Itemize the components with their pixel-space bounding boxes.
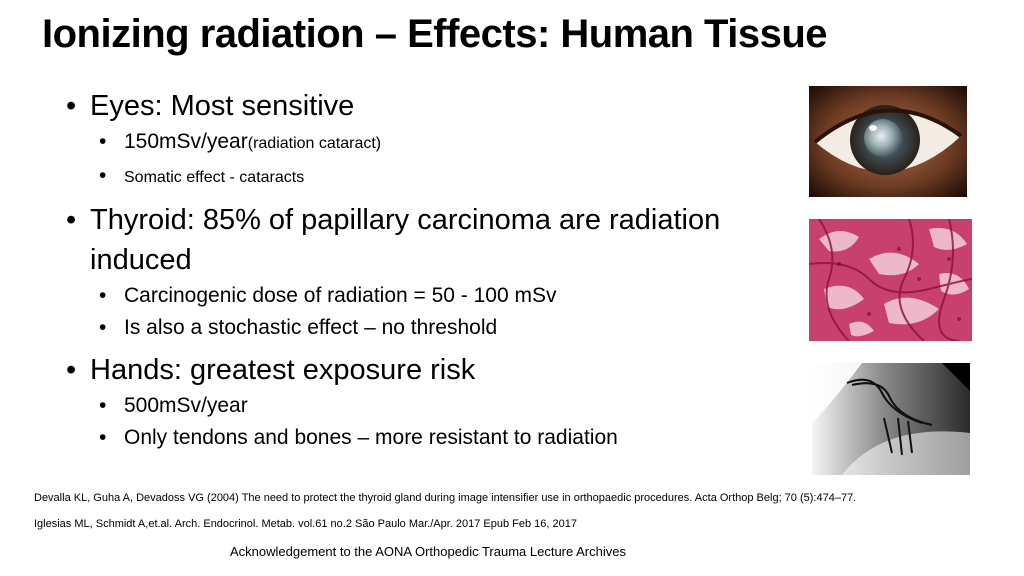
sub-bullet-eyes-dose: • 150mSv/year(radiation cataract) bbox=[99, 126, 791, 160]
eye-cataract-image bbox=[809, 86, 967, 197]
xray-illustration bbox=[812, 363, 970, 475]
slide-title: Ionizing radiation – Effects: Human Tiss… bbox=[42, 12, 828, 56]
thyroid-histology-image bbox=[809, 219, 972, 341]
histology-illustration bbox=[809, 219, 972, 341]
bullet-dot: • bbox=[99, 164, 107, 187]
bullet-dot: • bbox=[66, 90, 77, 122]
sub-bullet-note: (radiation cataract) bbox=[247, 135, 382, 152]
bullet-dot: • bbox=[99, 130, 107, 153]
sub-bullet-text: Somatic effect - cataracts bbox=[124, 169, 305, 186]
sub-bullet-text: Only tendons and bones – more resistant … bbox=[124, 426, 618, 449]
bullet-hands: • Hands: greatest exposure risk bbox=[66, 350, 791, 390]
bullet-eyes-text: Eyes: Most sensitive bbox=[90, 90, 355, 122]
sub-bullet-eyes-somatic: • Somatic effect - cataracts bbox=[99, 160, 791, 194]
sub-bullet-thyroid-stochastic: • Is also a stochastic effect – no thresh… bbox=[99, 312, 791, 344]
sub-bullet-text: Is also a stochastic effect – no thresho… bbox=[124, 316, 498, 339]
sub-bullet-thyroid-dose: • Carcinogenic dose of radiation = 50 - 1… bbox=[99, 280, 791, 312]
acknowledgement: Acknowledgement to the AONA Orthopedic T… bbox=[230, 544, 626, 559]
reference-iglesias: Iglesias ML, Schmidt A,et.al. Arch. Endo… bbox=[34, 518, 577, 530]
eye-illustration bbox=[809, 86, 967, 197]
bullet-dot: • bbox=[66, 204, 77, 236]
sub-bullet-text: 500mSv/year bbox=[124, 394, 248, 417]
sub-bullet-hands-resistant: • Only tendons and bones – more resistant… bbox=[99, 422, 791, 454]
bullet-dot: • bbox=[99, 394, 107, 417]
bullet-dot: • bbox=[99, 426, 107, 449]
sub-bullet-hands-dose: • 500mSv/year bbox=[99, 390, 791, 422]
sub-bullet-text: 150mSv/year bbox=[124, 130, 248, 153]
bullet-dot: • bbox=[66, 354, 77, 386]
bullet-eyes: • Eyes: Most sensitive bbox=[66, 86, 791, 126]
bullet-list: • Eyes: Most sensitive • 150mSv/year(radia… bbox=[66, 86, 791, 454]
hand-xray-image bbox=[812, 363, 970, 475]
bullet-dot: • bbox=[99, 284, 107, 307]
bullet-dot: • bbox=[99, 316, 107, 339]
bullet-thyroid: • Thyroid: 85% of papillary carcinoma are… bbox=[66, 200, 791, 280]
bullet-thyroid-text: Thyroid: 85% of papillary carcinoma are … bbox=[90, 204, 721, 276]
sub-bullet-text: Carcinogenic dose of radiation = 50 - 10… bbox=[124, 284, 557, 307]
bullet-hands-text: Hands: greatest exposure risk bbox=[90, 354, 476, 386]
reference-devalla: Devalla KL, Guha A, Devadoss VG (2004) T… bbox=[34, 492, 857, 504]
